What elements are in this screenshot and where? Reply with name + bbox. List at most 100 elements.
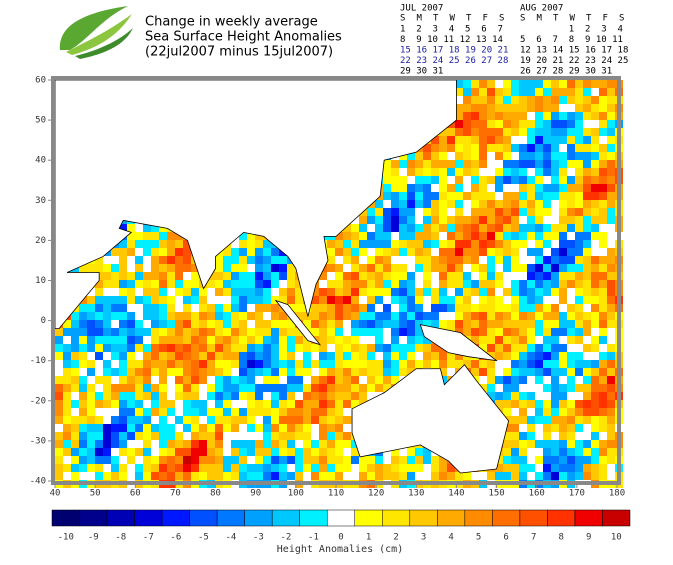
field-cell	[423, 240, 431, 248]
field-cell	[327, 320, 335, 328]
field-cell	[335, 384, 343, 392]
field-cell	[439, 176, 447, 184]
field-cell	[71, 384, 79, 392]
field-cell	[591, 160, 599, 168]
weekday: T	[553, 14, 559, 24]
field-cell	[63, 352, 71, 360]
field-cell	[295, 464, 303, 472]
field-cell	[119, 312, 127, 320]
field-cell	[599, 104, 607, 112]
field-cell	[591, 320, 599, 328]
field-cell	[527, 240, 535, 248]
field-cell	[343, 272, 351, 280]
field-cell	[471, 176, 479, 184]
field-cell	[575, 360, 583, 368]
field-cell	[559, 472, 567, 480]
field-cell	[127, 336, 135, 344]
field-cell	[527, 280, 535, 288]
field-cell	[519, 432, 527, 440]
field-cell	[423, 168, 431, 176]
field-cell	[463, 96, 471, 104]
field-cell	[447, 160, 455, 168]
field-cell	[527, 264, 535, 272]
field-cell	[599, 360, 607, 368]
field-cell	[175, 264, 183, 272]
field-cell	[79, 336, 87, 344]
colorbar-swatch	[51, 509, 80, 527]
field-cell	[511, 160, 519, 168]
field-cell	[503, 448, 511, 456]
field-cell	[271, 408, 279, 416]
field-cell	[519, 304, 527, 312]
field-cell	[471, 104, 479, 112]
field-cell	[543, 128, 551, 136]
field-cell	[511, 400, 519, 408]
field-cell	[479, 216, 487, 224]
field-cell	[279, 424, 287, 432]
field-cell	[135, 224, 143, 232]
field-cell	[239, 416, 247, 424]
field-cell	[295, 344, 303, 352]
colorbar-tick-label: 7	[531, 533, 536, 543]
field-cell	[487, 392, 495, 400]
field-cell	[455, 112, 463, 120]
field-cell	[495, 120, 503, 128]
field-cell	[431, 320, 439, 328]
field-cell	[543, 328, 551, 336]
field-cell	[303, 424, 311, 432]
field-cell	[519, 200, 527, 208]
field-cell	[215, 448, 223, 456]
field-cell	[335, 376, 343, 384]
field-cell	[175, 256, 183, 264]
field-cell	[223, 360, 231, 368]
field-cell	[199, 304, 207, 312]
field-cell	[423, 456, 431, 464]
x-tick-label: 40	[50, 489, 61, 499]
field-cell	[335, 248, 343, 256]
field-cell	[95, 288, 103, 296]
field-cell	[383, 176, 391, 184]
field-cell	[423, 184, 431, 192]
field-cell	[231, 320, 239, 328]
field-cell	[215, 384, 223, 392]
field-cell	[407, 328, 415, 336]
field-cell	[215, 344, 223, 352]
field-cell	[511, 192, 519, 200]
field-cell	[167, 472, 175, 480]
field-cell	[327, 248, 335, 256]
field-cell	[359, 352, 367, 360]
field-cell	[471, 216, 479, 224]
field-cell	[95, 408, 103, 416]
field-cell	[415, 360, 423, 368]
field-cell	[79, 464, 87, 472]
field-cell	[479, 280, 487, 288]
field-cell	[415, 280, 423, 288]
field-cell	[247, 336, 255, 344]
field-cell	[255, 360, 263, 368]
field-cell	[559, 360, 567, 368]
field-cell	[223, 392, 231, 400]
field-cell	[487, 248, 495, 256]
field-cell	[399, 472, 407, 480]
field-cell	[359, 216, 367, 224]
field-cell	[207, 416, 215, 424]
colorbar-tick-label: -6	[170, 533, 181, 543]
field-cell	[383, 224, 391, 232]
field-cell	[95, 376, 103, 384]
field-cell	[535, 296, 543, 304]
field-cell	[215, 368, 223, 376]
y-tick-label: 30	[35, 196, 46, 206]
field-cell	[223, 400, 231, 408]
field-cell	[431, 240, 439, 248]
field-cell	[319, 272, 327, 280]
field-cell	[535, 408, 543, 416]
field-cell	[223, 304, 231, 312]
field-cell	[247, 320, 255, 328]
field-cell	[543, 312, 551, 320]
field-cell	[479, 336, 487, 344]
field-cell	[407, 304, 415, 312]
field-cell	[351, 280, 359, 288]
field-cell	[583, 184, 591, 192]
field-cell	[127, 312, 135, 320]
field-cell	[519, 328, 527, 336]
